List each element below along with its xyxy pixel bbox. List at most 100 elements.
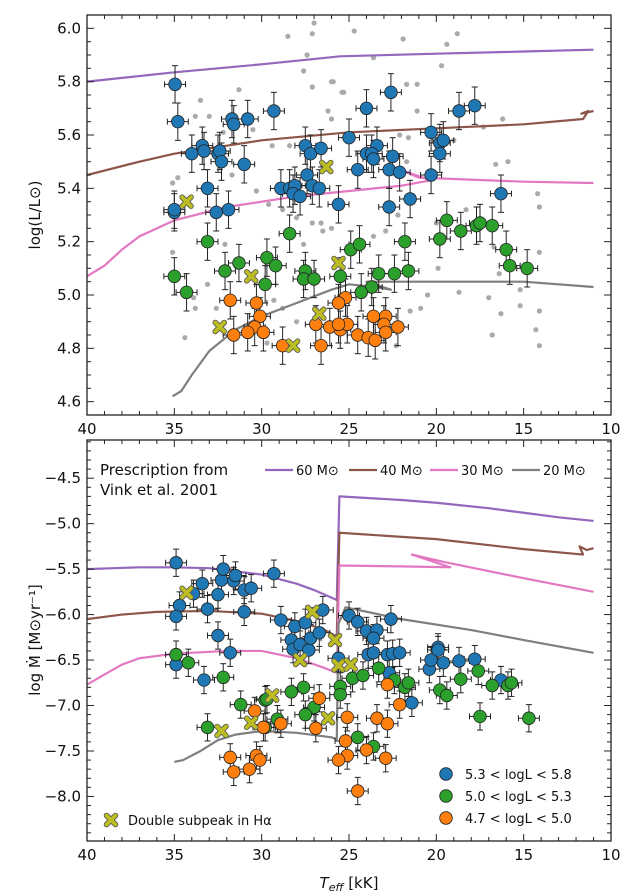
sample-star-dot [500, 116, 506, 122]
orange-star-point [359, 743, 374, 757]
green-star-point [169, 647, 183, 662]
sample-star-dot [318, 220, 324, 226]
green-star-point [282, 226, 297, 241]
green-star-point [398, 234, 412, 249]
sample-star-dot [493, 161, 499, 167]
green-star-point [216, 670, 230, 685]
orange-star-point [366, 309, 381, 324]
green-star-point [440, 688, 454, 703]
double-subpeak-cross [305, 605, 319, 619]
double-subpeak-cross [244, 716, 258, 730]
orange-star-point [312, 691, 327, 705]
sample-star-dot [414, 81, 420, 87]
double-subpeak-cross [215, 724, 228, 738]
x-tick-label: 30 [252, 420, 271, 438]
green-star-point [522, 711, 536, 725]
sample-star-dot [535, 191, 541, 197]
green-star-point [333, 687, 347, 702]
blue-star-point [424, 125, 438, 140]
track-40-msun [87, 109, 594, 177]
blue-star-point [216, 562, 230, 576]
green-star-point [365, 280, 379, 294]
double-subpeak-cross [244, 269, 258, 283]
double-subpeak-cross [286, 339, 300, 353]
orange-star-point [242, 762, 257, 776]
sample-star-dot [395, 212, 401, 218]
orange-star-point [247, 704, 262, 718]
blue-star-point [424, 168, 438, 182]
plot-area [87, 495, 594, 806]
legend-cross-label: Double subpeak in Hα [128, 814, 272, 829]
sample-star-dot [271, 297, 277, 303]
sample-star-dot [505, 159, 511, 165]
sample-star-dot [175, 175, 181, 181]
sample-star-dot [414, 108, 420, 114]
green-star-point [333, 269, 347, 284]
green-star-point [401, 676, 416, 690]
blue-star-point [431, 643, 445, 657]
y-tick-label: 4.8 [57, 339, 81, 357]
sample-star-dot [328, 225, 335, 231]
orange-star-point [340, 710, 354, 725]
x-tick-label: 15 [514, 846, 533, 864]
legend-cross-marker [104, 813, 118, 827]
double-subpeak-cross [332, 256, 345, 270]
blue-star-point [436, 133, 451, 148]
blue-star-point [351, 162, 365, 177]
orange-star-point [391, 320, 405, 334]
green-star-point [200, 234, 215, 249]
blue-star-point [433, 146, 447, 161]
orange-star-point [378, 751, 393, 765]
legend-label: 5.3 < logL < 5.8 [465, 768, 572, 783]
blue-star-point [392, 165, 407, 180]
blue-star-point [185, 146, 199, 161]
orange-star-point [256, 325, 271, 340]
sample-star-dot [309, 84, 315, 90]
orange-star-point [380, 677, 395, 692]
orange-star-point [331, 753, 346, 767]
green-star-point [232, 256, 246, 270]
mass-loss-panel: 40 35 30 25 20 15 10 −8.0 −7.5 −7.0 −6.5 −6.0 −5.5 −5… [45, 439, 621, 864]
sample-star-dot [197, 97, 204, 103]
green-star-point [473, 216, 487, 230]
blue-star-point [494, 186, 508, 201]
orange-star-point [378, 325, 393, 340]
sample-star-dot [370, 233, 377, 239]
sample-star-dot [444, 41, 450, 47]
sample-star-dot [496, 271, 502, 277]
sample-star-dot [397, 132, 403, 138]
x-tick-label: 10 [601, 420, 620, 438]
y-tick-label: 5.0 [57, 286, 81, 304]
orange-star-point [392, 697, 407, 712]
track-30-msun [87, 168, 594, 278]
green-star-point [258, 277, 272, 292]
blue-star-point [171, 114, 185, 129]
blue-star-point [221, 202, 236, 217]
blue-star-point [359, 101, 374, 116]
sample-star-dot [287, 143, 293, 149]
x-tick-label: 20 [427, 846, 446, 864]
blue-star-point [167, 202, 182, 217]
blue-star-point [312, 626, 327, 640]
green-star-point [454, 224, 468, 238]
plot-area [87, 20, 594, 398]
y-tick-label: −6.0 [45, 606, 81, 624]
sample-star-dot [169, 180, 176, 186]
sample-star-dot [351, 28, 357, 34]
blue-star-point [452, 654, 466, 668]
green-star-point [307, 272, 321, 286]
blue-star-point [312, 181, 327, 196]
blue-star-point [267, 104, 281, 118]
blue-star-point [303, 146, 318, 161]
blue-star-point [227, 117, 241, 132]
orange-star-point [227, 328, 241, 342]
green-star-point [234, 697, 248, 712]
sample-star-dot [400, 36, 406, 42]
sample-star-dot [330, 79, 336, 85]
green-star-point [352, 237, 367, 252]
blue-star-point [240, 112, 255, 126]
x-tick-label: 25 [339, 420, 358, 438]
sample-star-dot [206, 113, 212, 119]
x-tick-label: 25 [339, 846, 358, 864]
